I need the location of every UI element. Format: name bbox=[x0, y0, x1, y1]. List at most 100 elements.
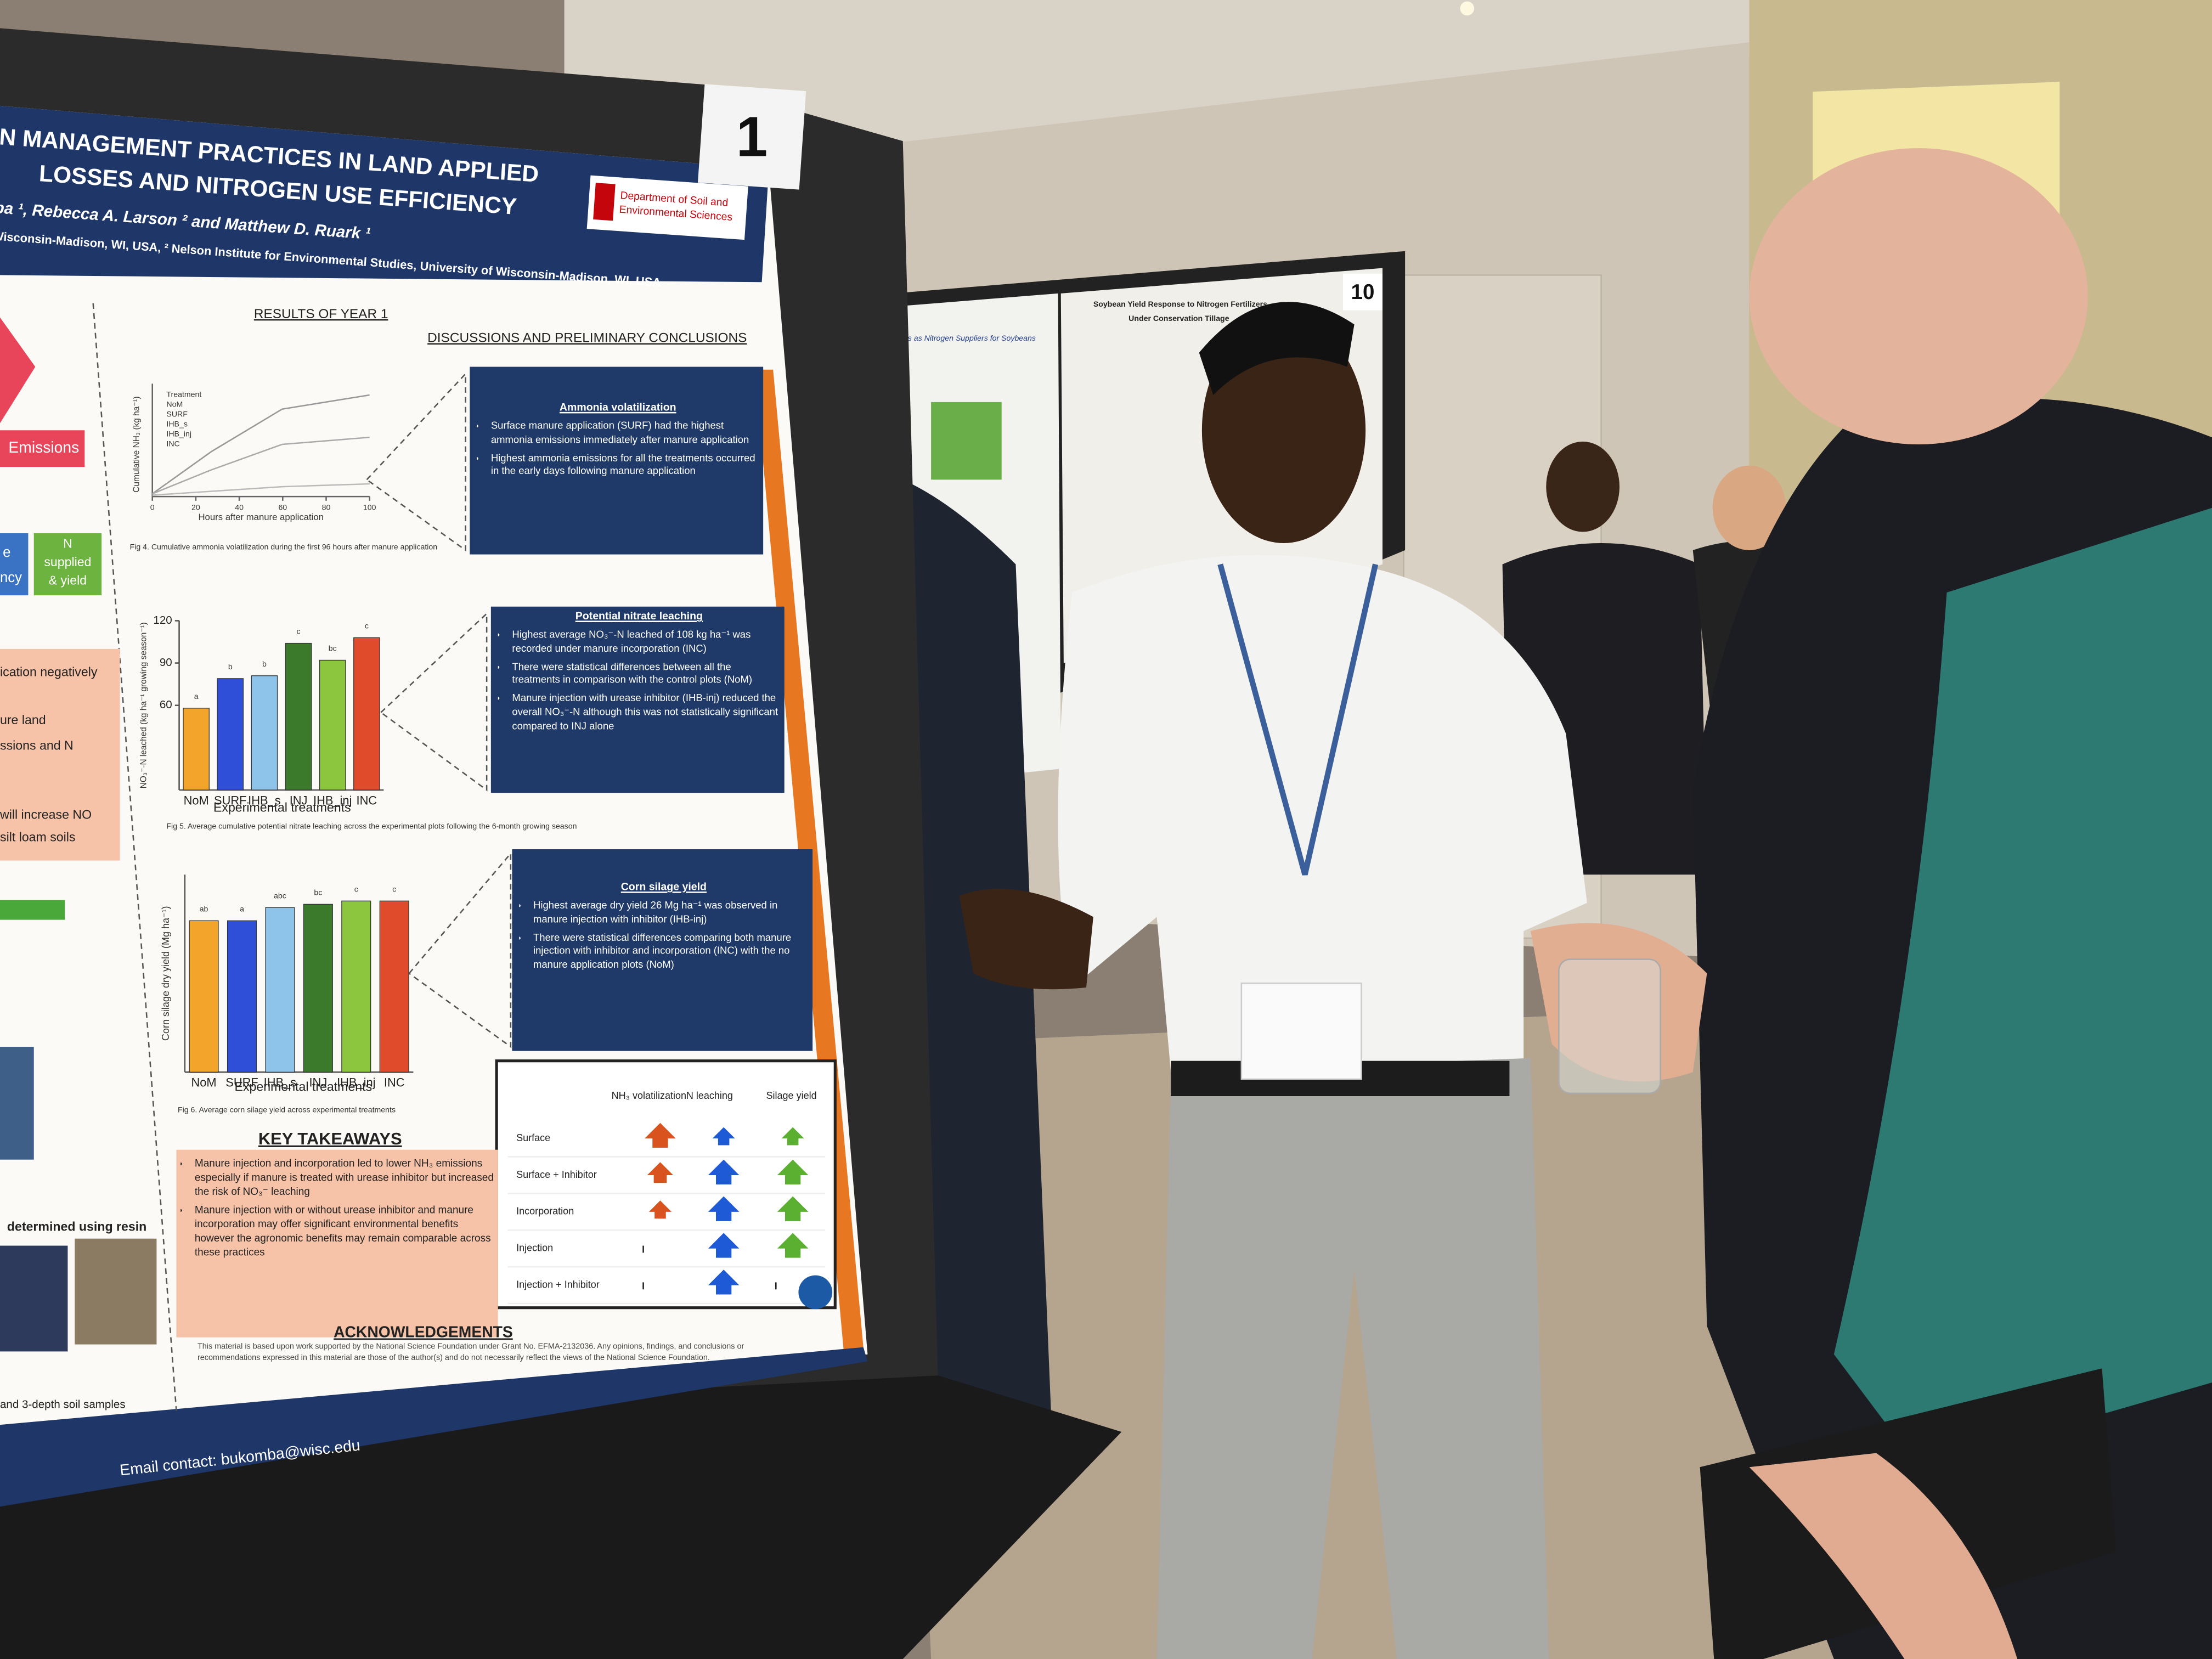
x-tick-label: NoM bbox=[184, 793, 209, 807]
x-tick-label: 20 bbox=[191, 503, 200, 511]
left-text: ssions and N bbox=[0, 738, 74, 752]
left-text: & yield bbox=[49, 573, 87, 588]
background-poster-number: 10 bbox=[1351, 280, 1375, 304]
ack: This material is based upon work support… bbox=[198, 1343, 744, 1362]
left-text: and 3-depth soil samples bbox=[0, 1398, 126, 1411]
left-photo bbox=[0, 1245, 68, 1352]
x-tick-label: IHB_s bbox=[264, 1076, 297, 1090]
x-tick-label: SURF bbox=[225, 1076, 258, 1090]
left-photo bbox=[0, 1047, 34, 1160]
x-tick-label: INC bbox=[384, 1076, 405, 1090]
discussion-box bbox=[490, 606, 785, 793]
fig4-caption: Fig 4. Cumulative ammonia volatilization… bbox=[130, 542, 438, 551]
arrow-icon bbox=[781, 1127, 804, 1146]
bar bbox=[251, 675, 278, 791]
chart-caption: Fig 6. Average corn silage yield across … bbox=[178, 1105, 396, 1114]
bullet: Highest average NO₃⁻-N leached of 108 kg… bbox=[512, 628, 780, 656]
x-tick-label: 60 bbox=[278, 503, 287, 511]
flow-box bbox=[0, 430, 85, 467]
chart-ylabel: NO₃⁻-N leached (kg ha⁻¹ growing season⁻¹… bbox=[139, 622, 148, 788]
arrow-icon bbox=[708, 1159, 740, 1184]
left-text: ncy bbox=[0, 570, 22, 585]
x-tick-label: INJ bbox=[290, 793, 308, 807]
water-glass bbox=[1558, 958, 1661, 1094]
fig4: Cumulative NH₃ (kg ha⁻¹) Hours after man… bbox=[130, 383, 438, 551]
flow-box bbox=[33, 533, 102, 596]
bullet-list: Manure injection and incorporation led t… bbox=[180, 1157, 494, 1260]
flow-shape bbox=[0, 317, 36, 424]
table-row-label: Surface bbox=[516, 1132, 550, 1143]
left-text: silt loam soils bbox=[0, 830, 76, 844]
arrow-icon bbox=[777, 1233, 809, 1258]
left-text: e bbox=[3, 545, 10, 560]
connector bbox=[366, 372, 466, 552]
left-text: Emissions bbox=[8, 438, 79, 456]
table-row-label: Injection + Inhibitor bbox=[516, 1279, 600, 1290]
left-photo bbox=[75, 1238, 157, 1345]
x-tick-label: NoM bbox=[191, 1076, 217, 1090]
x-tick-label: 100 bbox=[363, 503, 376, 511]
bullet: Highest ammonia emissions for all the tr… bbox=[491, 451, 759, 478]
table-row-label: Incorporation bbox=[516, 1206, 574, 1217]
arrow-icon bbox=[777, 1159, 809, 1184]
bullet-list: Highest average NO₃⁻-N leached of 108 kg… bbox=[498, 628, 780, 732]
bullet-list: Highest average dry yield 26 Mg ha⁻¹ was… bbox=[519, 899, 808, 972]
x-tick-label: 0 bbox=[150, 503, 155, 511]
summary-table-content: NH₃ volatilization N leaching Silage yield… bbox=[507, 1090, 826, 1305]
x-tick-label: IHB_inj bbox=[337, 1076, 375, 1090]
left-text: determined using resin bbox=[7, 1219, 146, 1233]
fig4-ylabel: Cumulative NH₃ (kg ha⁻¹) bbox=[132, 396, 142, 492]
legend-entry: IHB_s bbox=[166, 420, 187, 428]
discussion-title: Corn silage yield bbox=[620, 880, 707, 893]
bar bbox=[353, 637, 380, 791]
significance-letter: abc bbox=[274, 891, 286, 900]
person-head bbox=[1712, 465, 1786, 550]
significance-letter: b bbox=[262, 659, 267, 668]
table-row-label: Injection bbox=[516, 1242, 553, 1253]
fig4-line bbox=[151, 394, 370, 495]
logo bbox=[586, 175, 748, 240]
background-poster-title: Soybean Yield Response to Nitrogen Ferti… bbox=[1093, 300, 1267, 308]
table-header: Silage yield bbox=[766, 1090, 817, 1101]
yield-chart: Corn silage dry yield (Mg ha⁻¹) Experime… bbox=[160, 874, 414, 1114]
discussion-section: Potential nitrate leaching Highest avera… bbox=[498, 610, 780, 732]
left-text: will increase NO bbox=[0, 807, 92, 821]
fig4-line bbox=[152, 483, 370, 496]
bar bbox=[227, 920, 257, 1073]
presenter-head bbox=[1201, 317, 1366, 543]
y-tick-label: 120 bbox=[153, 614, 172, 627]
bar bbox=[319, 659, 346, 791]
legend-entry: SURF bbox=[166, 410, 188, 419]
chart-xlabel: Experimental treatments bbox=[235, 1080, 373, 1094]
section-heading: DISCUSSIONS AND PRELIMINARY CONCLUSIONS bbox=[427, 331, 747, 346]
bar bbox=[217, 678, 244, 791]
x-tick-label: SURF bbox=[214, 793, 246, 807]
bar bbox=[265, 907, 295, 1073]
poster-number-card bbox=[697, 84, 806, 190]
discussion-text: Ammonia volatilization Surface manure ap… bbox=[477, 400, 759, 553]
bullet: There were statistical differences compa… bbox=[533, 930, 808, 972]
bullet: Manure injection and incorporation led t… bbox=[195, 1157, 494, 1199]
background-poster-title: Biologicals as Nitrogen Suppliers for So… bbox=[874, 334, 1036, 342]
y-tick-label: 60 bbox=[160, 698, 172, 711]
left-text: N bbox=[63, 537, 72, 551]
legend-entry: INC bbox=[166, 439, 179, 448]
nsf-logo bbox=[798, 1275, 833, 1310]
x-tick-label: IHB_inj bbox=[313, 793, 352, 807]
discussion-text: Corn silage yield Highest average dry yi… bbox=[519, 881, 808, 1050]
fig4-xlabel: Hours after manure application bbox=[199, 512, 324, 522]
fig4-line bbox=[152, 436, 370, 495]
significance-letter: b bbox=[228, 662, 233, 671]
discussion-title: Ammonia volatilization bbox=[559, 400, 676, 414]
name-badge bbox=[1240, 983, 1362, 1080]
divider bbox=[92, 303, 177, 1411]
connector bbox=[380, 612, 488, 792]
left-text: ication negatively bbox=[0, 665, 98, 679]
lanyard bbox=[1217, 563, 1379, 876]
section-heading: ACKNOWLEDGEMENTS bbox=[334, 1323, 513, 1340]
poster-figure bbox=[931, 402, 1002, 480]
bar bbox=[303, 904, 333, 1073]
left-text: ure land bbox=[0, 713, 46, 727]
bullet: There were statistical differences betwe… bbox=[512, 660, 780, 687]
